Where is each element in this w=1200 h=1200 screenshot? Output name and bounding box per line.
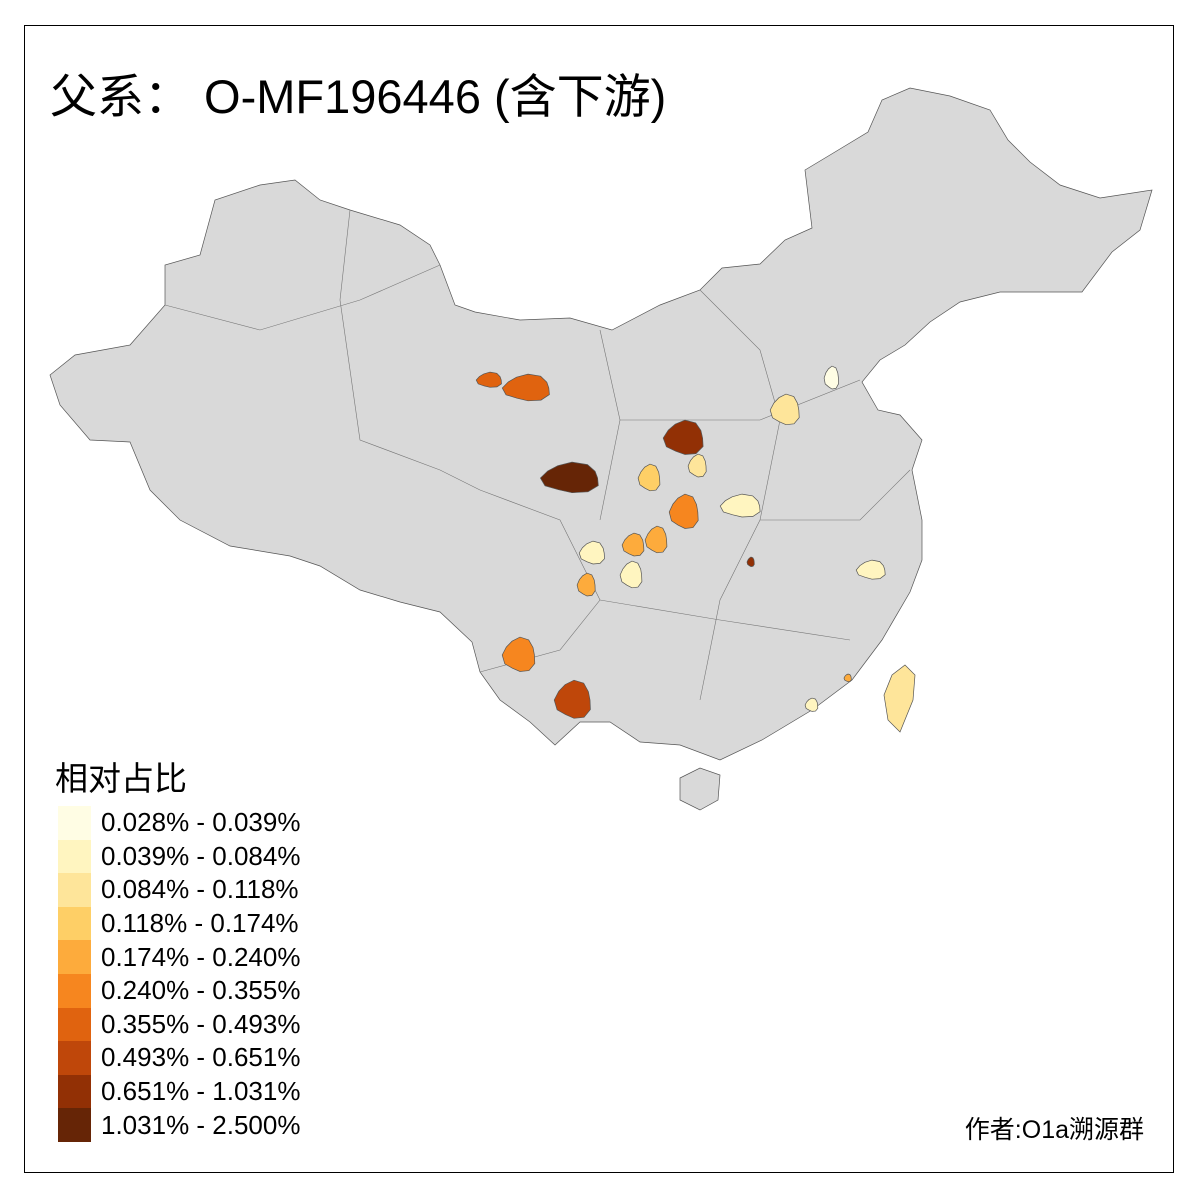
legend-label: 0.118% - 0.174% [101,908,299,939]
highlighted-region [804,697,819,712]
legend-swatch [58,873,91,907]
highlighted-region [719,493,761,518]
highlighted-region [578,540,605,565]
highlighted-region [501,373,550,402]
highlighted-region [644,525,668,554]
highlighted-region [662,419,704,455]
legend-swatch [58,806,91,840]
legend-label: 0.174% - 0.240% [101,941,301,972]
legend-item: 0.118% - 0.174% [58,906,300,941]
legend-swatch [58,1007,91,1042]
legend-item: 0.084% - 0.118% [58,873,300,907]
legend-swatch [58,940,91,974]
legend-swatch [58,1074,91,1109]
legend-label: 0.084% - 0.118% [101,874,299,905]
province-border [164,264,441,331]
province-border [599,599,851,641]
china-mainland [49,87,1153,761]
hainan-island [679,767,721,811]
legend-title: 相对占比 [55,759,187,798]
legend-swatch [58,839,91,874]
legend: 0.028% - 0.039% 0.039% - 0.084% 0.084% - 0… [58,806,300,1142]
highlighted-region [475,371,502,388]
legend-swatch [58,1108,91,1142]
highlighted-region [619,560,643,589]
legend-item: 0.493% - 0.651% [58,1041,300,1075]
legend-label: 0.355% - 0.493% [101,1008,301,1039]
map-base-layer [49,87,1153,811]
legend-label: 0.240% - 0.355% [101,975,301,1006]
legend-item: 0.174% - 0.240% [58,940,300,974]
highlighted-region [687,453,707,478]
legend-label: 1.031% - 2.500% [101,1109,301,1140]
legend-item: 1.031% - 2.500% [58,1108,300,1142]
province-border [620,379,861,421]
map-title: 父系： O-MF196446 (含下游) [50,70,667,123]
legend-item: 0.039% - 0.084% [58,839,301,874]
highlighted-region [576,572,596,597]
map-frame [24,25,1174,1173]
highlighted-region [621,532,645,557]
legend-label: 0.039% - 0.084% [101,840,301,871]
legend-item: 0.651% - 1.031% [58,1074,301,1109]
author-credit: 作者:O1a溯源群 [964,1116,1144,1144]
legend-label: 0.651% - 1.031% [101,1076,301,1107]
highlighted-regions-layer [475,365,916,733]
highlighted-region [539,461,599,494]
legend-item: 0.240% - 0.355% [58,973,301,1008]
province-border [699,289,781,701]
taiwan-region [883,664,916,733]
highlighted-region [769,393,800,426]
highlighted-region [501,636,536,672]
highlighted-region [637,463,661,492]
highlighted-region [553,679,591,719]
legend-label: 0.493% - 0.651% [101,1042,301,1073]
legend-swatch [58,906,91,941]
highlighted-region [843,673,852,683]
highlighted-region [668,493,699,529]
province-border [339,209,481,491]
province-border [760,469,911,521]
highlighted-region [746,556,755,567]
highlighted-region [855,559,886,580]
legend-swatch [58,973,91,1008]
legend-label: 0.028% - 0.039% [101,807,301,838]
legend-item: 0.028% - 0.039% [58,806,300,840]
highlighted-region [823,365,839,390]
legend-item: 0.355% - 0.493% [58,1007,301,1042]
legend-swatch [58,1041,91,1075]
